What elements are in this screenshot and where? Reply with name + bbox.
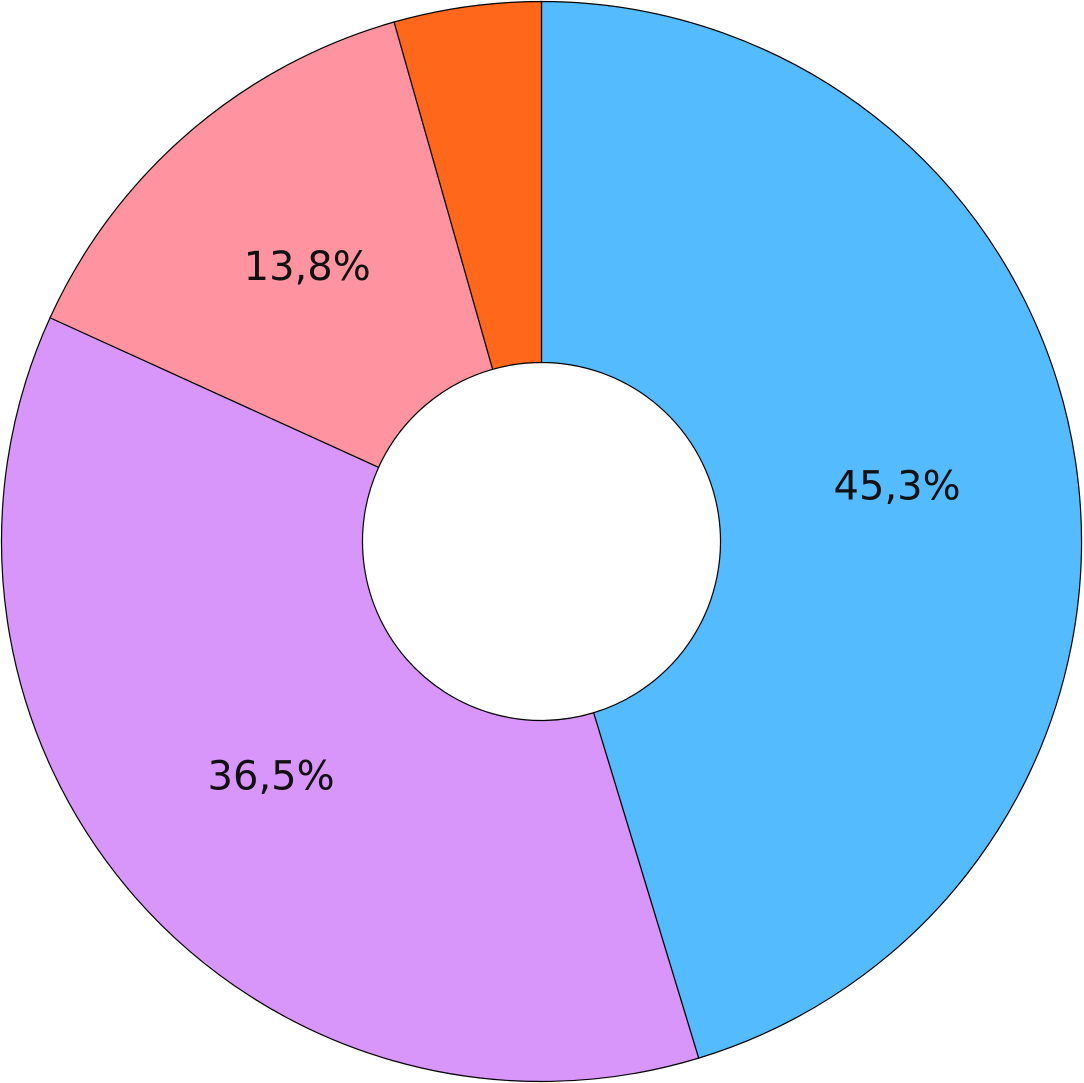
donut-slice <box>393 0 543 371</box>
donut-slice <box>0 316 700 1083</box>
data-label: 45,3% <box>834 464 961 510</box>
donut-slice <box>49 21 494 469</box>
data-label: 36,5% <box>208 753 335 799</box>
donut-slice <box>540 0 1083 1059</box>
data-label: 13,8% <box>244 244 371 290</box>
